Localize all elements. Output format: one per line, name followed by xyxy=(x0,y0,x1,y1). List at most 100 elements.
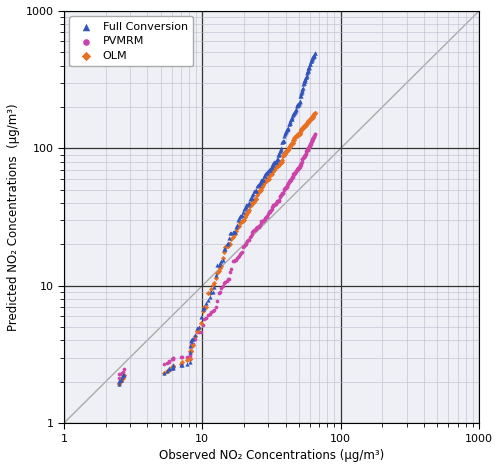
PVMRM xyxy=(186,347,194,355)
OLM xyxy=(299,124,307,131)
OLM xyxy=(306,115,314,123)
PVMRM xyxy=(285,178,293,185)
PVMRM xyxy=(277,191,285,199)
Full Conversion xyxy=(230,228,238,236)
Full Conversion xyxy=(195,323,203,330)
OLM xyxy=(288,139,296,147)
OLM xyxy=(262,178,270,185)
PVMRM xyxy=(268,203,276,211)
Full Conversion xyxy=(117,377,125,384)
OLM xyxy=(252,195,260,203)
Full Conversion xyxy=(228,229,235,236)
Full Conversion xyxy=(282,128,290,136)
Full Conversion xyxy=(298,86,306,93)
Full Conversion xyxy=(301,75,309,83)
PVMRM xyxy=(264,209,272,216)
Full Conversion xyxy=(298,89,306,97)
OLM xyxy=(218,262,226,270)
X-axis label: Observed NO₂ Concentrations (μg/m³): Observed NO₂ Concentrations (μg/m³) xyxy=(159,449,384,462)
OLM xyxy=(304,118,312,125)
OLM xyxy=(301,121,309,129)
PVMRM xyxy=(270,201,278,209)
OLM xyxy=(294,130,302,137)
Full Conversion xyxy=(245,200,253,207)
Full Conversion xyxy=(281,129,289,136)
OLM xyxy=(273,163,281,170)
OLM xyxy=(264,175,272,183)
OLM xyxy=(280,151,288,158)
PVMRM xyxy=(288,174,296,182)
Full Conversion xyxy=(295,100,303,107)
Full Conversion xyxy=(306,61,314,68)
PVMRM xyxy=(239,243,247,250)
PVMRM xyxy=(306,141,314,149)
PVMRM xyxy=(296,161,304,168)
Full Conversion xyxy=(300,78,308,85)
OLM xyxy=(244,208,252,216)
PVMRM xyxy=(240,242,248,249)
Full Conversion xyxy=(270,159,278,166)
OLM xyxy=(240,216,248,223)
PVMRM xyxy=(198,321,206,329)
PVMRM xyxy=(299,154,307,161)
PVMRM xyxy=(278,191,285,199)
PVMRM xyxy=(260,216,268,223)
Full Conversion xyxy=(266,166,274,174)
OLM xyxy=(267,171,275,178)
Full Conversion xyxy=(265,166,273,174)
PVMRM xyxy=(251,226,259,233)
OLM xyxy=(310,110,318,118)
OLM xyxy=(244,208,252,216)
PVMRM xyxy=(294,166,302,173)
PVMRM xyxy=(214,297,222,305)
OLM xyxy=(290,136,298,144)
OLM xyxy=(306,117,314,124)
Full Conversion xyxy=(160,369,168,376)
OLM xyxy=(258,183,266,190)
Full Conversion xyxy=(190,332,198,339)
OLM xyxy=(278,156,286,164)
Full Conversion xyxy=(209,288,217,296)
OLM xyxy=(264,175,272,183)
OLM xyxy=(260,179,268,186)
PVMRM xyxy=(266,208,274,216)
OLM xyxy=(249,198,257,206)
Full Conversion xyxy=(300,79,308,87)
OLM xyxy=(206,289,214,297)
OLM xyxy=(228,235,235,243)
OLM xyxy=(303,119,311,127)
PVMRM xyxy=(303,146,311,153)
OLM xyxy=(296,130,304,137)
OLM xyxy=(304,118,312,125)
Full Conversion xyxy=(188,336,196,343)
Full Conversion xyxy=(308,56,316,63)
Full Conversion xyxy=(268,163,276,170)
Full Conversion xyxy=(274,155,281,162)
Full Conversion xyxy=(276,147,284,154)
PVMRM xyxy=(301,151,309,159)
PVMRM xyxy=(216,288,224,295)
Full Conversion xyxy=(309,53,317,61)
Full Conversion xyxy=(296,93,304,100)
Full Conversion xyxy=(253,182,261,190)
PVMRM xyxy=(308,136,316,144)
Full Conversion xyxy=(233,221,241,228)
PVMRM xyxy=(202,314,210,321)
PVMRM xyxy=(219,282,227,290)
PVMRM xyxy=(302,150,310,157)
Full Conversion xyxy=(302,73,310,80)
Full Conversion xyxy=(237,212,245,219)
PVMRM xyxy=(296,162,304,169)
Full Conversion xyxy=(286,117,294,125)
OLM xyxy=(274,161,282,168)
PVMRM xyxy=(204,311,212,318)
OLM xyxy=(214,267,222,274)
OLM xyxy=(291,133,299,140)
OLM xyxy=(188,341,196,348)
Full Conversion xyxy=(270,159,278,166)
Full Conversion xyxy=(207,288,215,296)
PVMRM xyxy=(278,189,286,197)
Full Conversion xyxy=(294,101,302,109)
PVMRM xyxy=(278,190,286,198)
OLM xyxy=(289,139,297,147)
